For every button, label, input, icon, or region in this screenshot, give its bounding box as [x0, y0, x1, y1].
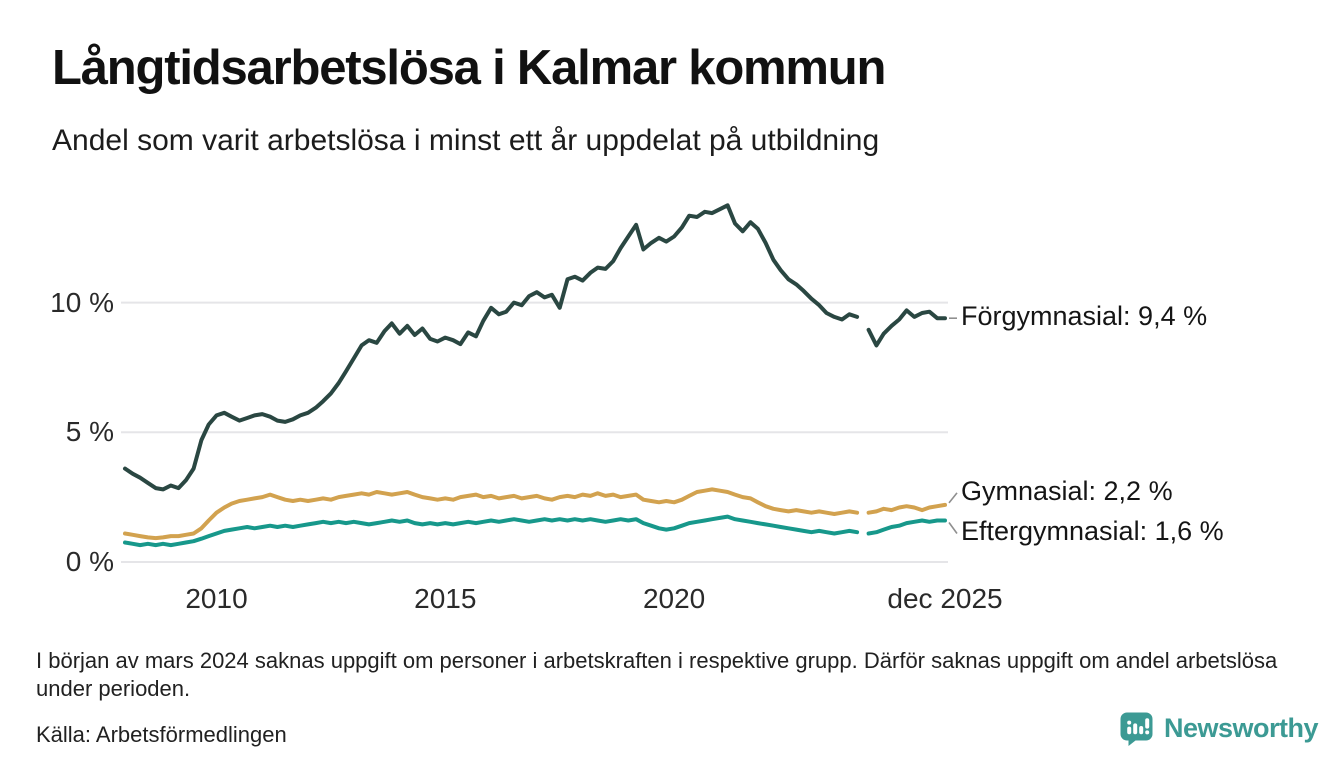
y-tick-label-5: 5 % — [65, 416, 114, 448]
y-tick-label-0: 0 % — [65, 546, 114, 577]
y-tick-label-10: 10 % — [50, 286, 114, 318]
series-line-gymnasial — [866, 502, 947, 515]
leader-line-eftergymnasial — [948, 522, 958, 534]
source-label: Källa: Arbetsförmedlingen — [36, 722, 287, 747]
footnote-text: I början av mars 2024 saknas uppgift om … — [36, 648, 1278, 701]
series-line-gymnasial — [123, 487, 860, 541]
x-tick-label-2015: 2015 — [414, 583, 477, 614]
series-end-label-gymnasial: Gymnasial: 2,2 % — [961, 475, 1173, 506]
series-line-forgymnasial — [866, 308, 947, 348]
series-line-eftergymnasial — [123, 514, 860, 548]
leader-line-gymnasial — [948, 492, 958, 504]
newsworthy-logo-icon — [1120, 712, 1153, 746]
x-tick-label-dec-2025: dec 2025 — [887, 583, 1003, 614]
x-tick-label-2020: 2020 — [642, 583, 706, 614]
newsworthy-branding[interactable]: Newsworthy — [1118, 710, 1319, 747]
page-title: Långtidsarbetslösa i Kalmar kommun — [52, 41, 886, 95]
chart-subtitle: Andel som varit arbetslösa i minst ett å… — [52, 124, 880, 157]
series-line-forgymnasial — [123, 203, 860, 492]
series-line-eftergymnasial — [866, 518, 947, 536]
brand-name: Newsworthy — [1164, 713, 1319, 743]
x-tick-label-2010: 2010 — [185, 583, 248, 614]
series-end-label-forgymnasial: Förgymnasial: 9,4 % — [961, 301, 1208, 332]
series-end-label-eftergymnasial: Eftergymnasial: 1,6 % — [961, 516, 1224, 547]
